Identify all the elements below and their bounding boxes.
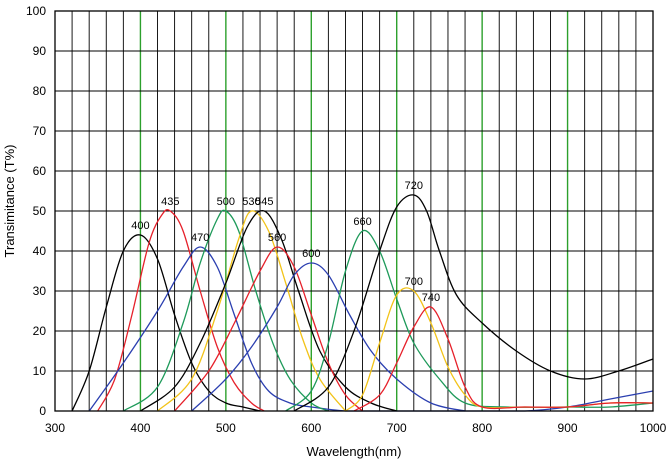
grid: [55, 11, 653, 411]
x-axis-title: Wavelength(nm): [307, 444, 402, 459]
plot-border: [54, 10, 654, 412]
series-line-600: [191, 262, 466, 412]
x-tick-label: 900: [558, 421, 578, 435]
y-tick-label: 70: [33, 124, 47, 138]
x-tick-label: 800: [472, 421, 492, 435]
x-tick-label: 400: [130, 421, 150, 435]
plot-frame: [54, 10, 654, 412]
series-line-400: [71, 234, 261, 412]
x-tick-label: 500: [216, 421, 236, 435]
series-line-720: [293, 194, 654, 412]
peak-label-435: 435: [161, 196, 179, 208]
y-tick-label: 0: [39, 404, 46, 418]
y-tick-label: 40: [33, 244, 47, 258]
peak-label-530: 530: [242, 196, 260, 208]
peak-label-600: 600: [302, 248, 320, 260]
series-line-435: [97, 209, 265, 412]
series-line-530: [157, 210, 347, 412]
y-axis-title: Transimitance (T%): [2, 145, 17, 258]
y-tick-label: 50: [33, 204, 47, 218]
y-tick-label: 10: [33, 364, 47, 378]
peak-label-500: 500: [217, 196, 235, 208]
y-tick-label: 20: [33, 324, 47, 338]
x-tick-label: 600: [301, 421, 321, 435]
series-line-560: [174, 246, 363, 412]
series-line-660: [285, 229, 654, 412]
peak-label-740: 740: [422, 292, 440, 304]
x-tick-label: 700: [387, 421, 407, 435]
x-tick-label: 1000: [640, 421, 667, 435]
x-tick-label: 300: [45, 421, 65, 435]
peak-label-700: 700: [405, 276, 423, 288]
peak-label-400: 400: [131, 220, 149, 232]
y-tick-label: 100: [26, 4, 46, 18]
peak-label-560: 560: [268, 232, 286, 244]
tick-labels: 300 400 500 600 700 800 900 1000 0 10 20 30 40 50 60 70…: [26, 4, 667, 435]
y-tick-label: 60: [33, 164, 47, 178]
y-tick-label: 80: [33, 84, 47, 98]
series-line-740: [353, 306, 654, 412]
series-line-500: [122, 209, 329, 412]
peak-label-660: 660: [353, 216, 371, 228]
peak-label-720: 720: [405, 180, 423, 192]
peak-label-470: 470: [191, 232, 209, 244]
series-line-470: [88, 246, 654, 412]
y-tick-label: 30: [33, 284, 47, 298]
series-line-545: [140, 209, 397, 412]
y-tick-label: 90: [33, 44, 47, 58]
peak-label-545: 545: [255, 196, 273, 208]
